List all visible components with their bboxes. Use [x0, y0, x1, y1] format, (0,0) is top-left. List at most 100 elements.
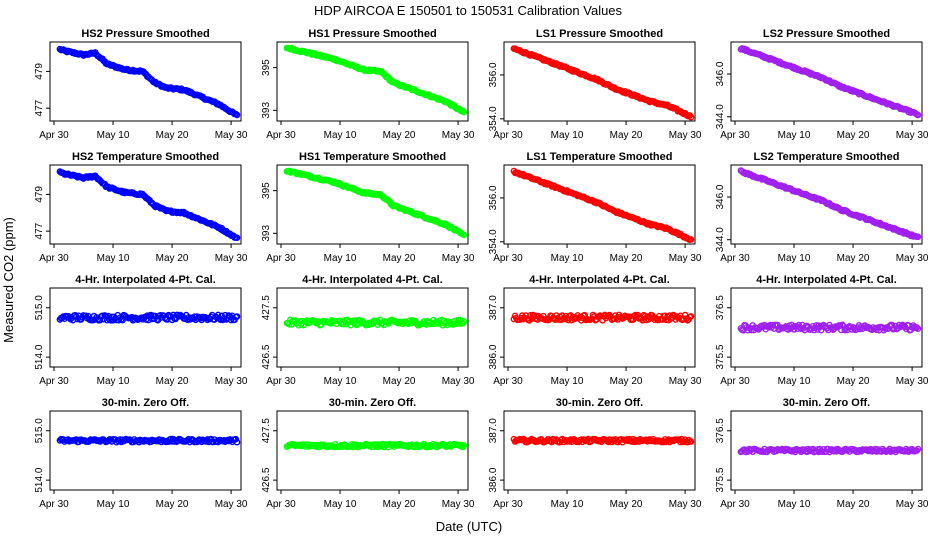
x-tick-label: May 10 — [551, 130, 584, 141]
y-tick-label: 426.5 — [261, 344, 272, 369]
data-point — [460, 318, 468, 325]
panel-frame — [730, 164, 923, 245]
panel-title: 30-min. Zero Off. — [329, 397, 416, 409]
y-tick-label: 344.0 — [715, 227, 726, 252]
y-tick-label: 427.5 — [261, 418, 272, 443]
y-tick-label: 515.0 — [34, 295, 45, 320]
x-tick-label: May 20 — [156, 253, 189, 264]
x-tick-label: May 30 — [896, 499, 929, 510]
data-point — [460, 108, 468, 116]
data-point — [233, 313, 241, 320]
y-tick-label: 375.5 — [715, 344, 726, 369]
y-tick-label: 477 — [34, 222, 45, 239]
chart-panel: 4-Hr. Interpolated 4-Pt. Cal. Apr 30 May 1… — [715, 274, 929, 387]
data-point — [687, 113, 695, 121]
panel-frame — [49, 41, 242, 122]
x-tick-label: May 30 — [896, 253, 929, 264]
panel-title: 30-min. Zero Off. — [783, 397, 870, 409]
panel-title: 30-min. Zero Off. — [102, 397, 189, 409]
y-tick-label: 387.0 — [488, 418, 499, 443]
data-point — [687, 438, 695, 445]
panel-frame — [503, 41, 696, 122]
y-tick-label: 479 — [34, 186, 45, 203]
chart-panel: HS1 Temperature Smoothed Apr 30 May 10 May … — [261, 151, 475, 264]
x-tick-label: May 30 — [215, 130, 248, 141]
x-tick-label: Apr 30 — [266, 253, 296, 264]
x-tick-label: May 10 — [324, 253, 357, 264]
x-tick-label: May 20 — [156, 376, 189, 387]
y-tick-label: 395 — [261, 59, 272, 76]
x-tick-label: May 30 — [669, 253, 702, 264]
x-tick-label: Apr 30 — [720, 130, 750, 141]
x-tick-label: May 20 — [837, 376, 870, 387]
x-tick-label: May 10 — [778, 376, 811, 387]
y-axis-label: Measured CO2 (ppm) — [1, 217, 16, 343]
x-tick-label: May 20 — [156, 130, 189, 141]
y-tick-label: 386.0 — [488, 344, 499, 369]
y-tick-label: 427.5 — [261, 295, 272, 320]
y-tick-label: 344.0 — [715, 104, 726, 129]
y-tick-label: 376.5 — [715, 418, 726, 443]
panel-title: LS1 Pressure Smoothed — [536, 28, 663, 40]
x-tick-label: May 10 — [97, 499, 130, 510]
y-tick-label: 387.0 — [488, 295, 499, 320]
x-tick-label: May 20 — [383, 499, 416, 510]
chart-panel: LS1 Pressure Smoothed Apr 30 May 10 May 20 M… — [488, 28, 702, 141]
y-tick-label: 376.5 — [715, 295, 726, 320]
chart-panel: HS1 Pressure Smoothed Apr 30 May 10 May 20 M… — [261, 28, 475, 141]
y-tick-label: 393 — [261, 102, 272, 119]
x-tick-label: May 20 — [156, 499, 189, 510]
panel-frame — [276, 164, 469, 245]
y-tick-label: 426.5 — [261, 467, 272, 492]
x-tick-label: May 30 — [442, 253, 475, 264]
data-point — [232, 435, 240, 443]
panel-frame — [503, 164, 696, 245]
x-tick-label: May 10 — [324, 499, 357, 510]
figure-title: HDP AIRCOA E 150501 to 150531 Calibratio… — [314, 3, 623, 18]
chart-panel: HS2 Temperature Smoothed Apr 30 May 10 May … — [34, 151, 248, 264]
data-point — [460, 442, 468, 449]
x-tick-label: May 10 — [778, 130, 811, 141]
data-point — [217, 316, 224, 324]
panel-title: LS1 Temperature Smoothed — [527, 151, 673, 163]
x-tick-label: May 30 — [215, 253, 248, 264]
panel-frame — [503, 410, 696, 491]
y-tick-label: 346.0 — [715, 61, 726, 86]
y-tick-label: 346.0 — [715, 184, 726, 209]
x-tick-label: May 30 — [442, 499, 475, 510]
x-tick-label: Apr 30 — [266, 130, 296, 141]
chart-panel: 4-Hr. Interpolated 4-Pt. Cal. Apr 30 May 1… — [261, 274, 475, 387]
panel-frame — [730, 41, 923, 122]
x-tick-label: May 30 — [442, 130, 475, 141]
panel-title: HS2 Pressure Smoothed — [81, 28, 209, 40]
panel-frame — [276, 410, 469, 491]
y-tick-label: 356.0 — [488, 62, 499, 87]
x-tick-label: May 30 — [442, 376, 475, 387]
x-tick-label: Apr 30 — [266, 376, 296, 387]
x-tick-label: May 30 — [669, 130, 702, 141]
data-point — [454, 316, 462, 324]
chart-panel: 4-Hr. Interpolated 4-Pt. Cal. Apr 30 May 1… — [34, 274, 248, 387]
data-point — [220, 315, 228, 323]
panel-title: HS2 Temperature Smoothed — [72, 151, 219, 163]
x-tick-label: May 10 — [551, 376, 584, 387]
panel-frame — [730, 287, 923, 368]
data-point — [527, 311, 534, 319]
x-tick-label: Apr 30 — [39, 253, 69, 264]
chart-panel: 30-min. Zero Off. Apr 30 May 10 May 20 May 3… — [261, 397, 475, 510]
y-tick-label: 375.5 — [715, 467, 726, 492]
data-point — [233, 111, 241, 119]
data-point — [914, 111, 922, 119]
panel-frame — [49, 164, 242, 245]
data-point — [914, 325, 922, 333]
x-tick-label: May 10 — [778, 499, 811, 510]
chart-panel: LS2 Pressure Smoothed Apr 30 May 10 May 20 M… — [715, 28, 929, 141]
x-tick-label: Apr 30 — [39, 376, 69, 387]
data-point — [233, 234, 241, 241]
x-tick-label: Apr 30 — [720, 499, 750, 510]
x-tick-label: May 10 — [551, 253, 584, 264]
data-point — [233, 438, 241, 446]
x-tick-label: May 20 — [837, 130, 870, 141]
x-tick-label: May 10 — [324, 130, 357, 141]
